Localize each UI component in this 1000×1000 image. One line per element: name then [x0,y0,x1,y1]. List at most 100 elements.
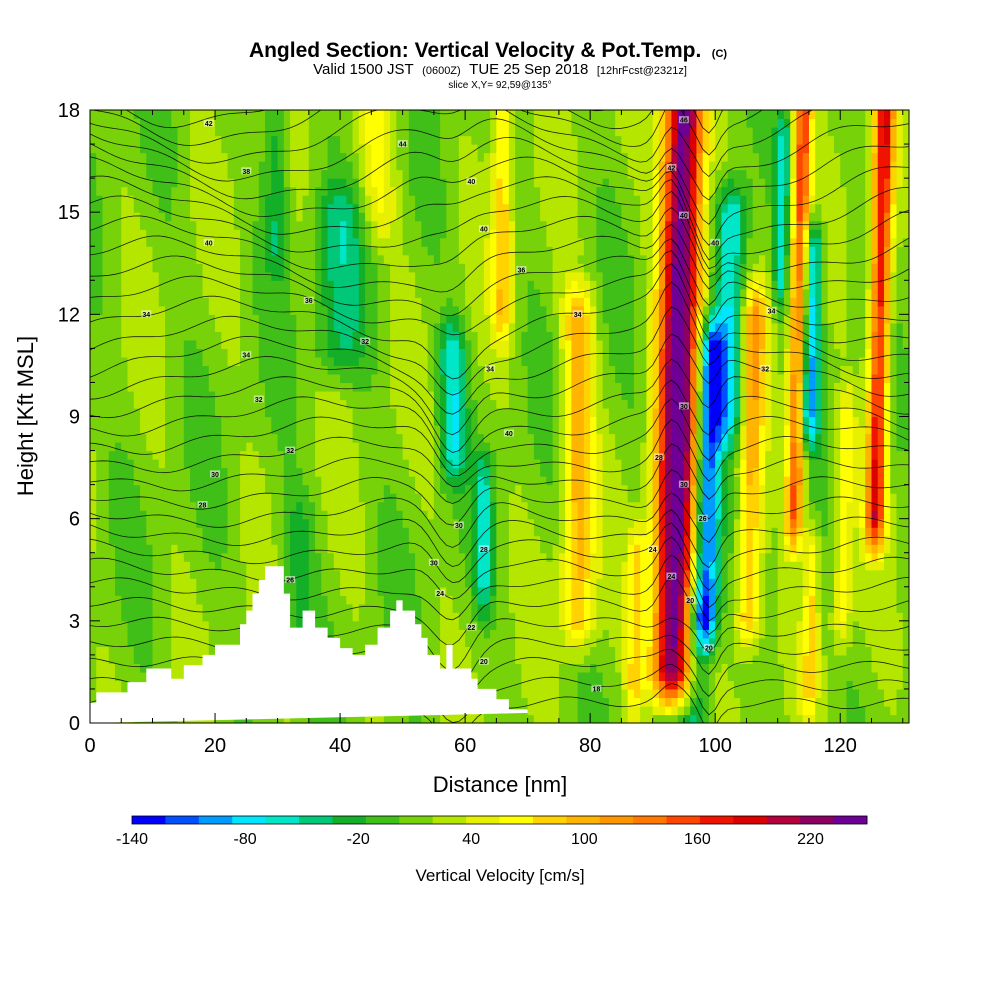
velocity-cell [315,135,322,145]
velocity-cell [115,518,122,528]
velocity-cell [358,510,366,520]
velocity-cell [315,110,322,120]
velocity-cell [196,390,204,401]
velocity-cell [246,373,254,384]
velocity-cell [102,322,110,332]
velocity-cell [352,484,360,494]
velocity-cell [421,612,429,622]
velocity-cell [146,339,154,349]
velocity-cell [90,501,97,511]
velocity-cell [240,476,247,486]
velocity-cell [352,407,360,418]
velocity-cell [296,314,304,324]
velocity-cell [358,314,366,324]
velocity-cell [496,178,504,188]
velocity-cell [271,382,279,392]
velocity-cell [240,288,247,298]
velocity-cell [121,220,129,230]
velocity-cell [102,544,110,554]
velocity-cell [415,569,422,579]
velocity-cell [90,178,97,188]
velocity-cell [183,110,191,120]
velocity-cell [183,561,191,571]
velocity-cell [452,578,460,588]
velocity-cell [221,220,229,230]
velocity-cell [508,178,516,188]
velocity-cell [365,110,372,120]
velocity-cell [496,578,504,588]
velocity-cell [508,501,516,511]
velocity-cell [502,518,510,528]
velocity-cell [90,663,97,673]
velocity-cell [515,535,522,545]
velocity-cell [465,229,472,239]
velocity-cell [215,348,222,358]
velocity-cell [283,416,291,426]
velocity-cell [440,561,447,571]
velocity-cell [283,220,291,230]
velocity-cell [233,433,241,443]
velocity-cell [490,169,497,179]
velocity-cell [402,135,410,145]
velocity-cell [333,407,341,418]
velocity-cell [308,288,316,298]
velocity-cell [90,356,97,367]
velocity-cell [258,271,266,281]
velocity-cell [383,169,391,179]
velocity-cell [233,110,241,120]
velocity-cell [365,203,372,213]
velocity-cell [258,263,266,273]
velocity-cell [140,603,147,613]
velocity-cell [327,578,335,588]
velocity-cell [96,356,104,367]
velocity-cell [183,527,191,537]
velocity-cell [233,237,241,247]
velocity-cell [452,212,460,222]
velocity-cell [121,144,129,154]
velocity-cell [90,348,97,358]
velocity-cell [346,407,354,418]
velocity-cell [352,144,360,154]
velocity-cell [408,416,416,426]
velocity-cell [308,331,316,341]
velocity-cell [333,578,341,588]
velocity-cell [240,212,247,222]
velocity-cell [265,305,272,315]
velocity-cell [177,322,185,332]
velocity-cell [190,637,197,647]
velocity-cell [302,118,310,128]
velocity-cell [515,552,522,562]
velocity-cell [146,459,154,469]
velocity-cell [227,561,235,571]
velocity-cell [258,186,266,196]
velocity-cell [265,442,272,452]
velocity-cell [252,339,260,349]
velocity-cell [140,637,147,647]
velocity-cell [496,127,504,137]
velocity-cell [496,237,504,247]
velocity-cell [321,569,329,579]
velocity-cell [90,390,97,401]
velocity-cell [427,237,435,247]
velocity-cell [165,195,172,205]
velocity-cell [415,527,422,537]
velocity-cell [458,127,466,137]
velocity-cell [315,569,322,579]
velocity-cell [502,314,510,324]
velocity-cell [265,450,272,460]
velocity-cell [265,535,272,545]
velocity-cell [202,646,210,656]
velocity-cell [252,135,260,145]
velocity-cell [252,425,260,435]
velocity-cell [440,493,447,503]
velocity-cell [365,561,372,571]
velocity-cell [233,518,241,528]
velocity-cell [383,314,391,324]
velocity-cell [490,314,497,324]
velocity-cell [440,578,447,588]
velocity-cell [427,637,435,647]
velocity-cell [252,237,260,247]
velocity-cell [227,518,235,528]
velocity-cell [471,254,479,264]
velocity-cell [333,280,341,290]
